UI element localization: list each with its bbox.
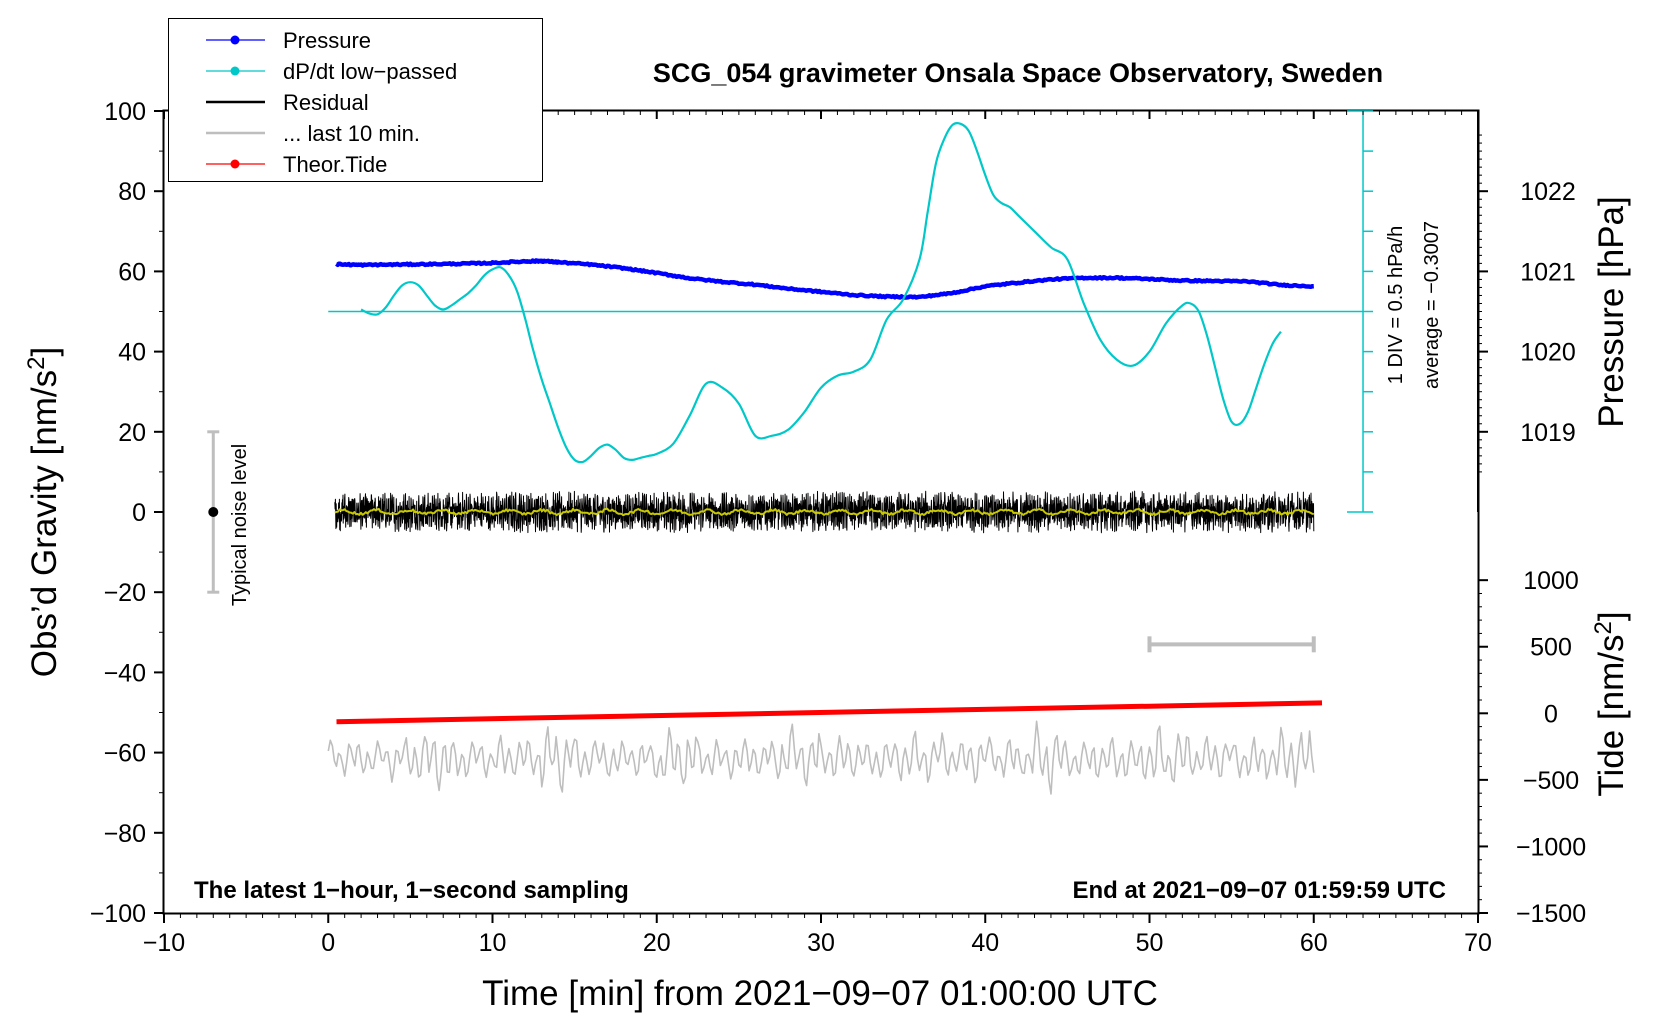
y-tick-label: −20 (104, 579, 146, 607)
x-tick-label: 40 (971, 929, 999, 957)
y-tick-label: −80 (104, 820, 146, 848)
theor-tide-series (336, 700, 1323, 725)
tide-tick-label: −500 (1523, 767, 1579, 795)
y-tick-label: −60 (104, 740, 146, 768)
pressure-line (335, 258, 1315, 300)
y-axis-gravity: −100 −80 −60 −40 −20 0 20 40 60 80 100 (90, 98, 164, 928)
y-axis-label-tide: Tide [nm/s2] (1590, 611, 1631, 796)
y-axis-pressure: 1019 1020 1021 1022 (1477, 111, 1576, 512)
dpdt-series (360, 121, 1282, 464)
noise-level-label: Typical noise level (229, 444, 251, 606)
x-axis-label: Time [min] from 2021−09−07 01:00:00 UTC (482, 974, 1158, 1013)
legend-label: dP/dt low−passed (283, 59, 457, 84)
pressure-tick-label: 1020 (1520, 339, 1576, 367)
residual-smoothed-line (334, 507, 1315, 517)
residual-smoothed-series (334, 507, 1315, 517)
legend-swatch-marker (230, 35, 240, 45)
pressure-tick-label: 1021 (1520, 258, 1576, 286)
tide-tick-label: −1500 (1516, 900, 1586, 928)
x-tick-label: 70 (1464, 929, 1492, 957)
x-tick-label: 20 (643, 929, 671, 957)
y-tick-label: 80 (118, 178, 146, 206)
y-tick-label: 0 (132, 499, 146, 527)
x-tick-label: 30 (807, 929, 835, 957)
tide-tick-label: 0 (1544, 700, 1558, 728)
y-tick-label: 100 (104, 98, 146, 126)
dpdt-line (360, 121, 1282, 464)
x-tick-label: −10 (143, 929, 185, 957)
legend-swatch-marker (230, 159, 240, 169)
dpdt-scale-bar (328, 110, 1374, 513)
last-10-min-line (327, 720, 1315, 795)
y-tick-label: 60 (118, 258, 146, 286)
residual-series (334, 490, 1315, 534)
pressure-tick-label: 1022 (1520, 178, 1576, 206)
y-tick-label: −40 (104, 659, 146, 687)
dpdt-scale-label: 1 DIV = 0.5 hPa/h (1385, 226, 1407, 384)
noise-bar-center (208, 507, 219, 517)
y-axis-label-gravity: Obs’d Gravity [nm/s2] (23, 347, 64, 677)
dpdt-average-label: average = −0.3007 (1421, 221, 1443, 389)
noise-level-bar (207, 430, 220, 594)
last-10-min-bar (1147, 636, 1316, 653)
tide-line (336, 700, 1323, 725)
y-tick-label: 20 (118, 419, 146, 447)
end-time-annotation: End at 2021−09−07 01:59:59 UTC (1072, 877, 1446, 904)
legend-label: Theor.Tide (283, 152, 387, 177)
x-tick-label: 60 (1300, 929, 1328, 957)
chart-title: SCG_054 gravimeter Onsala Space Observat… (653, 58, 1383, 88)
y-tick-label: 40 (118, 339, 146, 367)
sampling-annotation: The latest 1−hour, 1−second sampling (194, 877, 629, 904)
legend-box (168, 18, 543, 182)
legend-swatch-marker (230, 66, 240, 76)
y-axis-tide: −1500 −1000 −500 0 500 1000 (1478, 567, 1586, 928)
tide-tick-label: 1000 (1523, 567, 1579, 595)
legend-label: ... last 10 min. (283, 121, 420, 146)
pressure-series (335, 258, 1315, 300)
x-tick-label: 0 (321, 929, 335, 957)
x-tick-label: 50 (1136, 929, 1164, 957)
legend: Pressure dP/dt low−passed Residual ... last… (168, 18, 543, 182)
legend-label: Pressure (283, 28, 371, 53)
pressure-tick-label: 1019 (1520, 419, 1576, 447)
last-10-min-series (327, 720, 1315, 795)
tide-tick-label: −1000 (1516, 833, 1586, 861)
y-axis-label-pressure: Pressure [hPa] (1592, 196, 1631, 428)
tide-tick-label: 500 (1530, 634, 1572, 662)
y-tick-label: −100 (90, 900, 146, 928)
residual-line (334, 490, 1315, 534)
x-axis: −10 0 10 20 30 40 50 60 70 (143, 111, 1492, 957)
x-tick-label: 10 (479, 929, 507, 957)
legend-label: Residual (283, 90, 369, 115)
